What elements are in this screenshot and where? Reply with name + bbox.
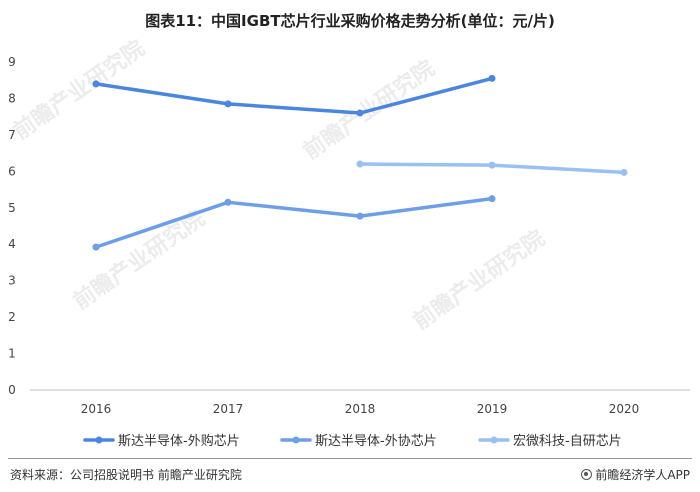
- x-tick-label: 2020: [609, 402, 640, 416]
- legend-label: 宏微科技-自研芯片: [513, 434, 622, 449]
- chart-axes: 0 1 2 3 4 5 6 7 8 9 2016 2017 2018 2019 2020: [8, 55, 690, 416]
- footer-divider: [8, 458, 692, 459]
- legend-swatch-marker: [292, 436, 300, 444]
- footer: 资料来源：公司招股说明书 前瞻产业研究院 前瞻经济学人APP: [0, 458, 700, 492]
- legend-swatch-marker: [95, 436, 103, 444]
- data-point: [488, 74, 496, 82]
- chart-title: 图表11：中国IGBT芯片行业采购价格走势分析(单位：元/片): [145, 12, 555, 30]
- y-tick-label: 2: [8, 310, 16, 324]
- legend-item-1: 斯达半导体-外购芯片: [83, 433, 240, 449]
- data-point: [92, 80, 100, 88]
- y-tick-label: 9: [8, 55, 16, 69]
- watermark-2: 前瞻产业研究院: [69, 205, 210, 315]
- series-layer: [92, 74, 628, 251]
- source-text: 资料来源：公司招股说明书 前瞻产业研究院: [10, 468, 242, 482]
- y-tick-label: 3: [8, 274, 16, 288]
- y-tick-label: 5: [8, 201, 16, 215]
- y-tick-label: 8: [8, 91, 16, 105]
- y-tick-label: 6: [8, 164, 16, 178]
- y-tick-label: 1: [8, 347, 16, 361]
- data-point: [224, 100, 232, 108]
- data-point: [356, 109, 364, 117]
- chart-legend: 斯达半导体-外购芯片 斯达半导体-外协芯片 宏微科技-自研芯片: [83, 433, 622, 449]
- data-point: [356, 160, 364, 168]
- x-tick-label: 2019: [477, 402, 508, 416]
- legend-label: 斯达半导体-外购芯片: [118, 433, 240, 449]
- x-tick-label: 2018: [345, 402, 376, 416]
- watermark-3: 前瞻产业研究院: [409, 225, 550, 335]
- y-tick-label: 0: [8, 383, 16, 397]
- data-point: [620, 168, 628, 176]
- x-tick-label: 2017: [213, 402, 244, 416]
- series-line: [94, 196, 494, 249]
- data-point: [224, 198, 232, 206]
- y-tick-label: 7: [8, 128, 16, 142]
- legend-label: 斯达半导体-外协芯片: [315, 434, 437, 449]
- credit-text: 前瞻经济学人APP: [595, 468, 690, 482]
- data-point: [356, 212, 364, 220]
- credit: 前瞻经济学人APP: [581, 466, 690, 483]
- data-point: [92, 243, 100, 251]
- series-line: [94, 76, 494, 115]
- y-tick-label: 4: [8, 237, 16, 251]
- legend-item-2: 斯达半导体-外协芯片: [280, 434, 437, 449]
- series-3: [356, 160, 628, 176]
- at-icon: [581, 469, 593, 480]
- series-2: [92, 195, 496, 251]
- legend-item-3: 宏微科技-自研芯片: [478, 434, 622, 449]
- legend-swatch-marker: [490, 436, 498, 444]
- series-1: [92, 74, 496, 117]
- data-point: [488, 195, 496, 203]
- x-tick-label: 2016: [81, 402, 112, 416]
- data-point: [488, 161, 496, 169]
